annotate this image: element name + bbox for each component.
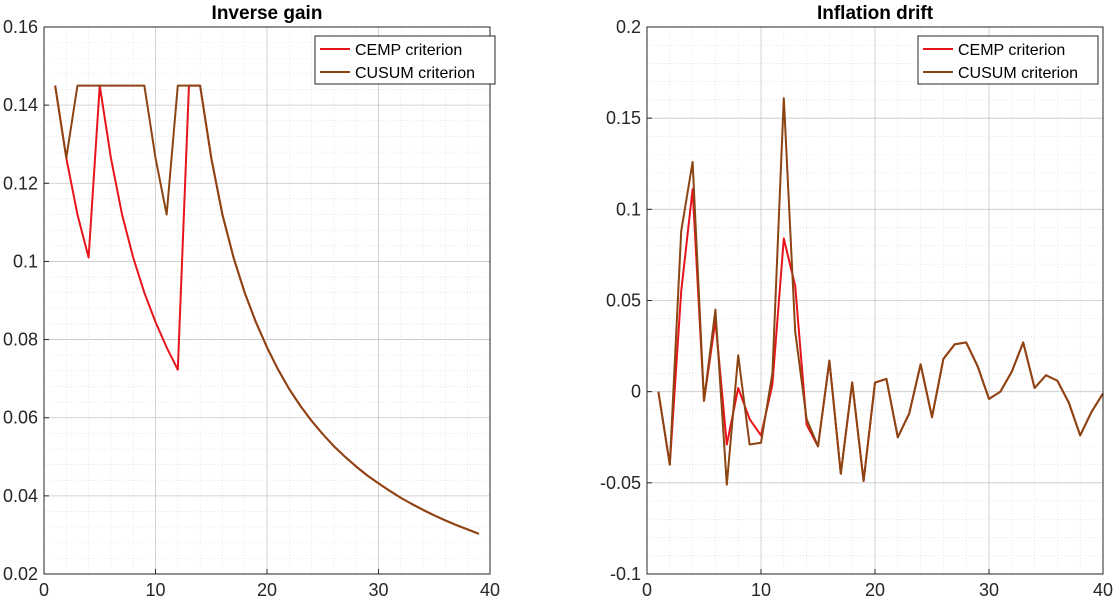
- x-tick-label: 40: [1093, 580, 1113, 600]
- chart-title: Inverse gain: [212, 3, 323, 24]
- y-tick-label: -0.1: [610, 564, 641, 584]
- legend: CEMP criterion CUSUM criterion: [917, 35, 1099, 85]
- y-tick-label: 0.15: [606, 108, 641, 128]
- x-tick-label: 0: [39, 580, 49, 600]
- y-tick-label: 0.02: [3, 564, 38, 584]
- x-tick-label: 0: [642, 580, 652, 600]
- legend: CEMP criterion CUSUM criterion: [314, 35, 496, 85]
- legend-label-cemp: CEMP criterion: [355, 42, 462, 59]
- chart-panel-inverse-gain: 0 10 20 30 40 0.02 0.04 0.06 0.08 0.1 0.12 0.14 0.16…: [3, 3, 500, 600]
- y-tick-label: 0.2: [616, 17, 641, 37]
- series-lines: [657, 97, 1104, 486]
- y-tick-label: -0.05: [600, 473, 641, 493]
- y-tick-label: 0.16: [3, 17, 38, 37]
- series-line-cusum: [657, 97, 1104, 486]
- x-tick-label: 20: [257, 580, 277, 600]
- legend-label-cusum: CUSUM criterion: [355, 65, 475, 82]
- y-tick-label: 0.04: [3, 486, 38, 506]
- y-tick-label: 0: [631, 382, 641, 402]
- chart-title: Inflation drift: [817, 3, 934, 24]
- y-tick-label: 0.1: [616, 199, 641, 219]
- y-tick-label: 0.14: [3, 95, 38, 115]
- x-tick-label: 10: [751, 580, 771, 600]
- legend-box: [917, 35, 1099, 85]
- x-tick-label: 30: [979, 580, 999, 600]
- x-tick-label: 10: [145, 580, 165, 600]
- tick-labels: 0 10 20 30 40 0.02 0.04 0.06 0.08 0.1 0.12 0.14 0.16: [3, 17, 500, 600]
- series-line-cusum: [54, 84, 480, 535]
- y-tick-label: 0.05: [606, 291, 641, 311]
- y-tick-label: 0.06: [3, 408, 38, 428]
- x-tick-label: 20: [865, 580, 885, 600]
- chart-panel-inflation-drift: 0 10 20 30 40 -0.1 -0.05 0 0.05 0.1 0.15 0.2 Inflat…: [600, 3, 1113, 600]
- tick-labels: 0 10 20 30 40 -0.1 -0.05 0 0.05 0.1 0.15 0.2: [600, 17, 1113, 600]
- series-lines: [54, 84, 480, 535]
- y-tick-label: 0.08: [3, 330, 38, 350]
- legend-label-cemp: CEMP criterion: [958, 42, 1065, 59]
- y-tick-label: 0.12: [3, 173, 38, 193]
- x-tick-label: 40: [480, 580, 500, 600]
- y-tick-label: 0.1: [13, 251, 38, 271]
- legend-label-cusum: CUSUM criterion: [958, 65, 1078, 82]
- legend-box: [314, 35, 496, 85]
- x-tick-label: 30: [368, 580, 388, 600]
